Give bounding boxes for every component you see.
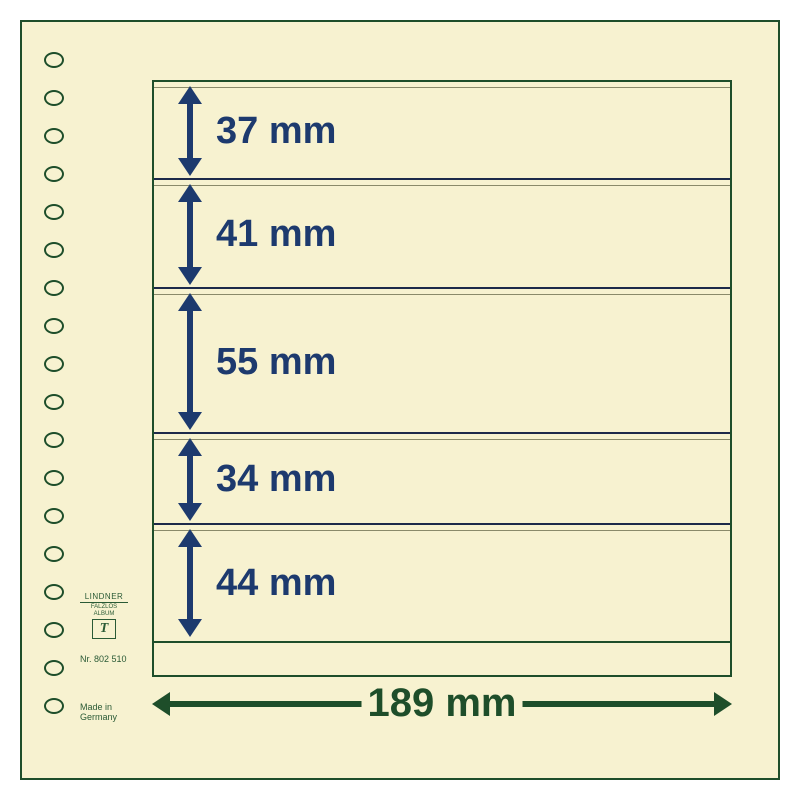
- height-label: 34 mm: [216, 458, 336, 501]
- binder-hole: [44, 660, 64, 676]
- binder-hole: [44, 698, 64, 714]
- binder-hole: [44, 280, 64, 296]
- arrow-down-icon: [178, 503, 202, 521]
- album-page: 37 mm 41 mm 55 mm 34 mm 44 mm 189 mm LINDNER…: [20, 20, 780, 780]
- binder-hole: [44, 318, 64, 334]
- binder-hole: [44, 204, 64, 220]
- made-in-label: Made in Germany: [80, 702, 117, 722]
- bottom-strip: [152, 643, 732, 677]
- arrow-down-icon: [178, 158, 202, 176]
- arrow-down-icon: [178, 267, 202, 285]
- binder-hole: [44, 166, 64, 182]
- brand-line1: FALZLOS: [80, 604, 128, 611]
- arrow-right-icon: [714, 692, 732, 716]
- arrow-shaft: [187, 454, 193, 504]
- row-top-line: [154, 185, 730, 186]
- pocket-row: 44 mm: [154, 525, 730, 642]
- height-label: 55 mm: [216, 341, 336, 384]
- brand-logo: LINDNER FALZLOS ALBUM T: [80, 592, 128, 639]
- pocket-row: 37 mm: [154, 82, 730, 180]
- row-top-line: [154, 530, 730, 531]
- binder-hole: [44, 584, 64, 600]
- arrow-down-icon: [178, 619, 202, 637]
- brand-t-icon: T: [92, 619, 116, 639]
- binder-hole: [44, 128, 64, 144]
- binder-hole: [44, 432, 64, 448]
- pocket-row: 55 mm: [154, 289, 730, 435]
- binder-hole: [44, 622, 64, 638]
- row-top-line: [154, 294, 730, 295]
- arrow-shaft: [187, 200, 193, 269]
- width-label: 189 mm: [362, 681, 523, 726]
- height-label: 41 mm: [216, 213, 336, 256]
- height-label: 44 mm: [216, 562, 336, 605]
- binder-hole: [44, 242, 64, 258]
- pocket-row: 41 mm: [154, 180, 730, 289]
- arrow-shaft: [187, 309, 193, 415]
- brand-line2: ALBUM: [80, 611, 128, 618]
- binder-holes: [44, 52, 74, 714]
- pocket-area: 37 mm 41 mm 55 mm 34 mm 44 mm: [152, 80, 732, 643]
- binder-hole: [44, 356, 64, 372]
- row-top-line: [154, 439, 730, 440]
- brand-name: LINDNER: [80, 592, 128, 603]
- binder-hole: [44, 394, 64, 410]
- binder-hole: [44, 52, 64, 68]
- arrow-shaft: [187, 102, 193, 160]
- width-dimension: 189 mm: [152, 683, 732, 733]
- arrow-shaft: [187, 545, 193, 622]
- article-number: Nr. 802 510: [80, 654, 127, 664]
- binder-hole: [44, 470, 64, 486]
- binder-hole: [44, 546, 64, 562]
- pocket-row: 34 mm: [154, 434, 730, 524]
- binder-hole: [44, 90, 64, 106]
- height-label: 37 mm: [216, 110, 336, 153]
- arrow-down-icon: [178, 412, 202, 430]
- row-top-line: [154, 87, 730, 88]
- binder-hole: [44, 508, 64, 524]
